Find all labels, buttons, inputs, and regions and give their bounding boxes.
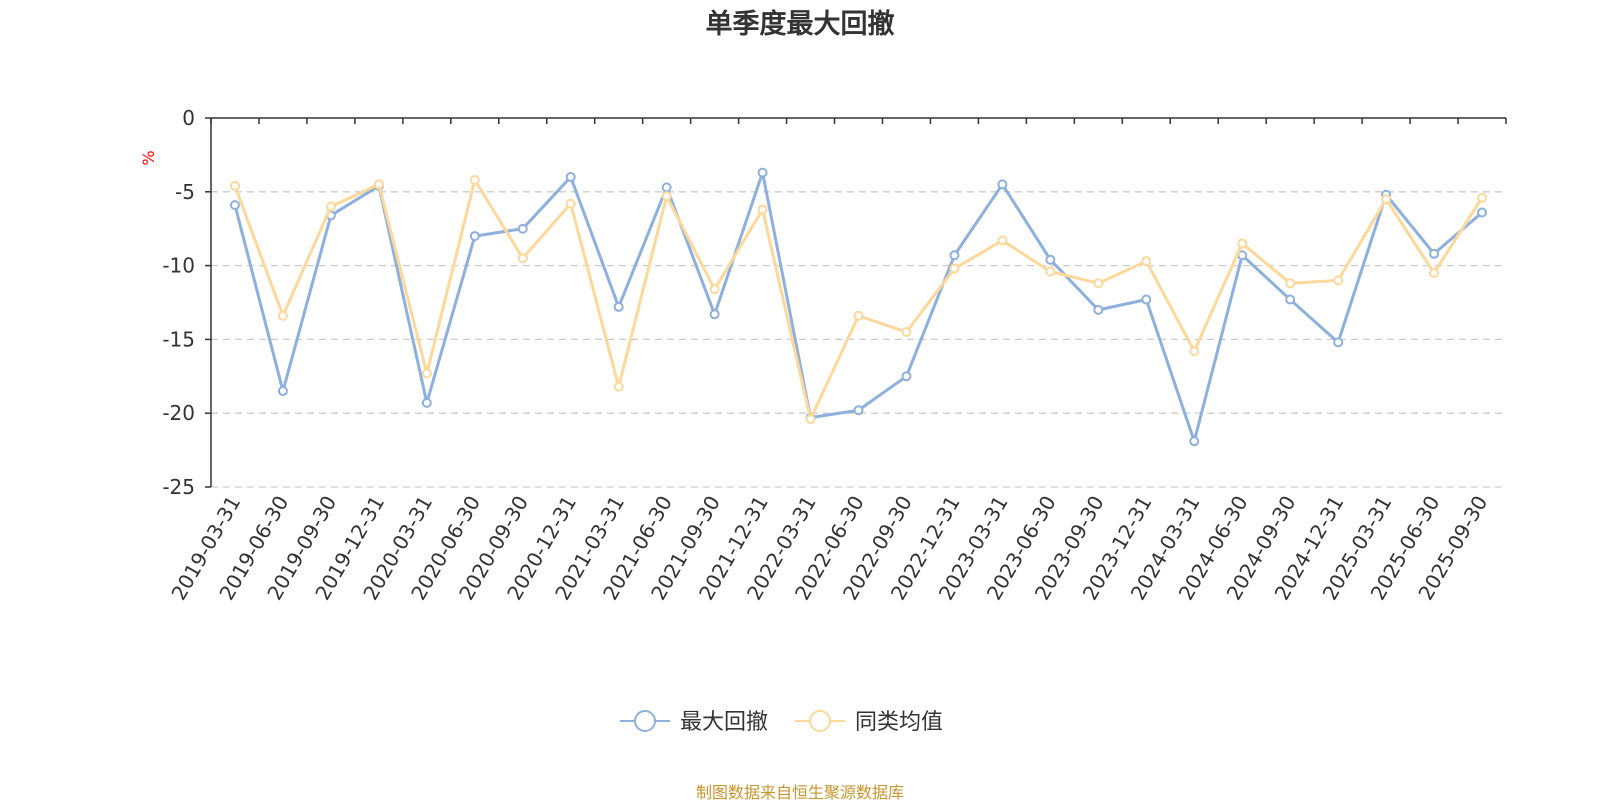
data-point <box>949 250 960 261</box>
data-point <box>757 167 768 178</box>
data-point <box>1285 278 1296 289</box>
data-point <box>949 263 960 274</box>
data-point <box>1333 337 1344 348</box>
series-line-1 <box>233 171 1483 443</box>
data-point <box>853 405 864 416</box>
data-point <box>757 204 768 215</box>
data-point <box>277 386 288 397</box>
data-point <box>421 397 432 408</box>
data-point <box>1093 304 1104 315</box>
data-point <box>277 310 288 321</box>
grid-lines <box>211 191 1506 488</box>
data-point <box>1237 238 1248 249</box>
data-point <box>229 180 240 191</box>
data-point <box>1045 254 1056 265</box>
legend-marker <box>809 710 831 732</box>
y-tick-label: -25 <box>162 475 195 499</box>
data-point <box>1333 275 1344 286</box>
data-point <box>709 284 720 295</box>
legend: 最大回撤 同类均值 <box>620 710 943 735</box>
data-point <box>565 172 576 183</box>
data-point <box>421 368 432 379</box>
data-point <box>613 381 624 392</box>
data-point <box>1477 192 1488 203</box>
data-point <box>997 235 1008 246</box>
data-point <box>613 301 624 312</box>
data-point <box>325 201 336 212</box>
data-point <box>661 191 672 202</box>
data-point <box>853 310 864 321</box>
y-axis-unit: % <box>139 150 158 165</box>
data-point <box>1045 266 1056 277</box>
data-point <box>1093 278 1104 289</box>
data-point <box>469 231 480 242</box>
series-layer <box>229 167 1488 447</box>
data-point <box>1381 194 1392 205</box>
data-point <box>469 174 480 185</box>
data-point <box>709 309 720 320</box>
source-note: 制图数据来自恒生聚源数据库 <box>695 783 904 802</box>
y-tick-label: 0 <box>182 106 195 130</box>
chart-title: 单季度最大回撤 <box>705 9 895 40</box>
y-tick-label: -10 <box>162 254 195 278</box>
data-point <box>229 200 240 211</box>
data-point <box>997 179 1008 190</box>
data-point <box>901 371 912 382</box>
data-point <box>1429 248 1440 259</box>
data-point <box>1189 436 1200 447</box>
y-tick-label: -5 <box>175 180 195 204</box>
data-point <box>1189 346 1200 357</box>
data-point <box>1141 256 1152 267</box>
legend-marker <box>634 710 656 732</box>
data-point <box>373 179 384 190</box>
legend-item-1: 最大回撤 <box>620 710 768 735</box>
data-point <box>805 414 816 425</box>
data-point <box>517 223 528 234</box>
legend-label: 同类均值 <box>855 710 943 735</box>
data-point <box>901 327 912 338</box>
data-point <box>661 182 672 193</box>
data-point <box>565 198 576 209</box>
data-point <box>1477 207 1488 218</box>
data-point <box>1141 294 1152 305</box>
data-point <box>517 253 528 264</box>
legend-label: 最大回撤 <box>680 710 768 735</box>
y-tick-label: -20 <box>162 401 195 425</box>
data-point <box>1429 267 1440 278</box>
data-point <box>1285 294 1296 305</box>
axes: 0-5-10-15-20-25%2019-03-312019-06-302019… <box>139 106 1507 604</box>
legend-item-2: 同类均值 <box>795 710 943 735</box>
y-tick-label: -15 <box>162 327 195 351</box>
